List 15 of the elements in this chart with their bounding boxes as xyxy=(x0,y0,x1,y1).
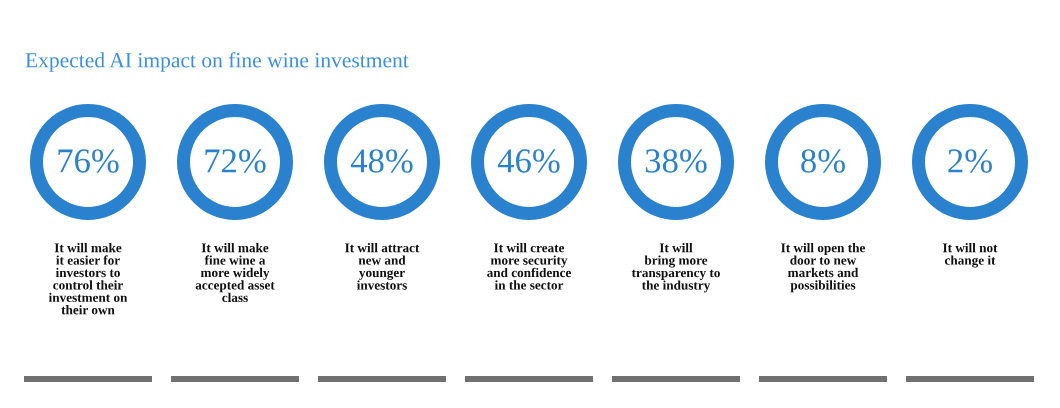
data-label: 8% xyxy=(801,149,845,173)
text: Expected AI impact on fine wine investment xyxy=(25,52,409,72)
data-label: 48% xyxy=(350,149,413,173)
data-label: 38% xyxy=(645,149,707,173)
category-label: It will not change it xyxy=(942,243,998,268)
category-label: It will make it easier for investors to control their investment on their own xyxy=(48,243,128,315)
category-label: It will create more security and confidence in the sector xyxy=(487,243,571,290)
category-label: It will open the door to new markets and possibilities xyxy=(781,243,865,293)
data-label: 2% xyxy=(948,149,992,173)
category-label: It will attract new and younger investors xyxy=(345,243,420,290)
category-label: It will make fine wine a more widely accepted asset class xyxy=(195,243,275,303)
data-label: 76% xyxy=(58,149,119,173)
data-label: 72% xyxy=(205,149,266,173)
category-label: It will bring more transparency to the industry xyxy=(631,243,720,293)
data-label: 46% xyxy=(497,149,560,173)
